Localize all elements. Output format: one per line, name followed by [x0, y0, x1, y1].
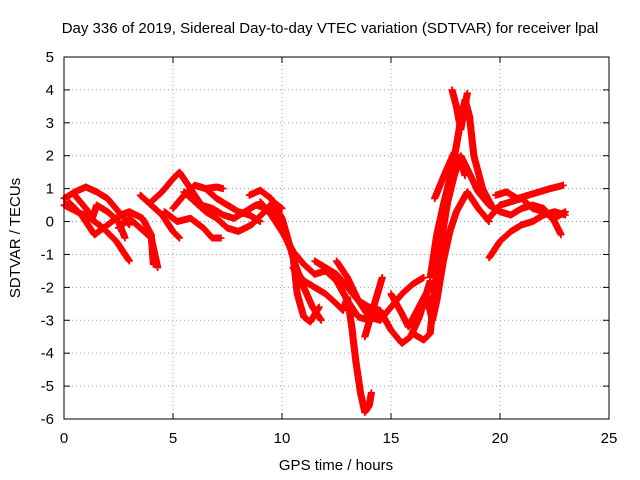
y-tick-label-5: 0 — [46, 214, 54, 231]
marker-arc-11-27 — [219, 185, 227, 193]
y-axis-label: SDTVAR / TECUs — [7, 178, 24, 298]
x-tick-label-1: 5 — [169, 430, 177, 447]
y-tick-label-4: 1 — [46, 181, 54, 198]
y-tick-label-11: -6 — [41, 411, 54, 428]
series-line-arc-20 — [411, 154, 502, 342]
y-tick-label-8: -3 — [41, 312, 54, 329]
y-tick-label-1: 4 — [46, 82, 54, 99]
y-tick-label-6: -1 — [41, 246, 54, 263]
series-arc-05 — [115, 214, 162, 272]
y-tick-label-3: 2 — [46, 148, 54, 165]
y-tick-label-9: -4 — [41, 345, 54, 362]
series-arc-26 — [492, 181, 567, 202]
marker-arc-09-69 — [217, 234, 225, 242]
x-axis-label: GPS time / hours — [279, 457, 393, 474]
grid-layer — [64, 57, 609, 419]
marker-arc-03-98 — [121, 234, 129, 242]
series-arc-04 — [64, 198, 157, 268]
x-tick-label-0: 0 — [60, 430, 68, 447]
x-tick-label-4: 20 — [492, 430, 509, 447]
plot-frame — [63, 56, 610, 420]
y-tick-label-7: -2 — [41, 279, 54, 296]
y-tick-label-0: 5 — [46, 49, 54, 66]
x-tick-label-2: 10 — [274, 430, 291, 447]
y-tick-label-2: 3 — [46, 115, 54, 132]
marker-arc-05-84 — [154, 264, 162, 272]
marker-arc-06-64 — [176, 234, 183, 242]
x-tick-label-3: 15 — [383, 430, 400, 447]
x-tick-label-5: 25 — [601, 430, 618, 447]
series-arc-11 — [191, 181, 227, 193]
data-layer — [60, 86, 569, 416]
chart-title: Day 336 of 2019, Sidereal Day-to-day VTE… — [62, 20, 599, 37]
y-tick-label-10: -5 — [41, 378, 54, 395]
marker-arc-02-92 — [125, 257, 133, 265]
series-arc-09 — [160, 208, 225, 242]
marker-arc-01-88 — [125, 221, 133, 229]
